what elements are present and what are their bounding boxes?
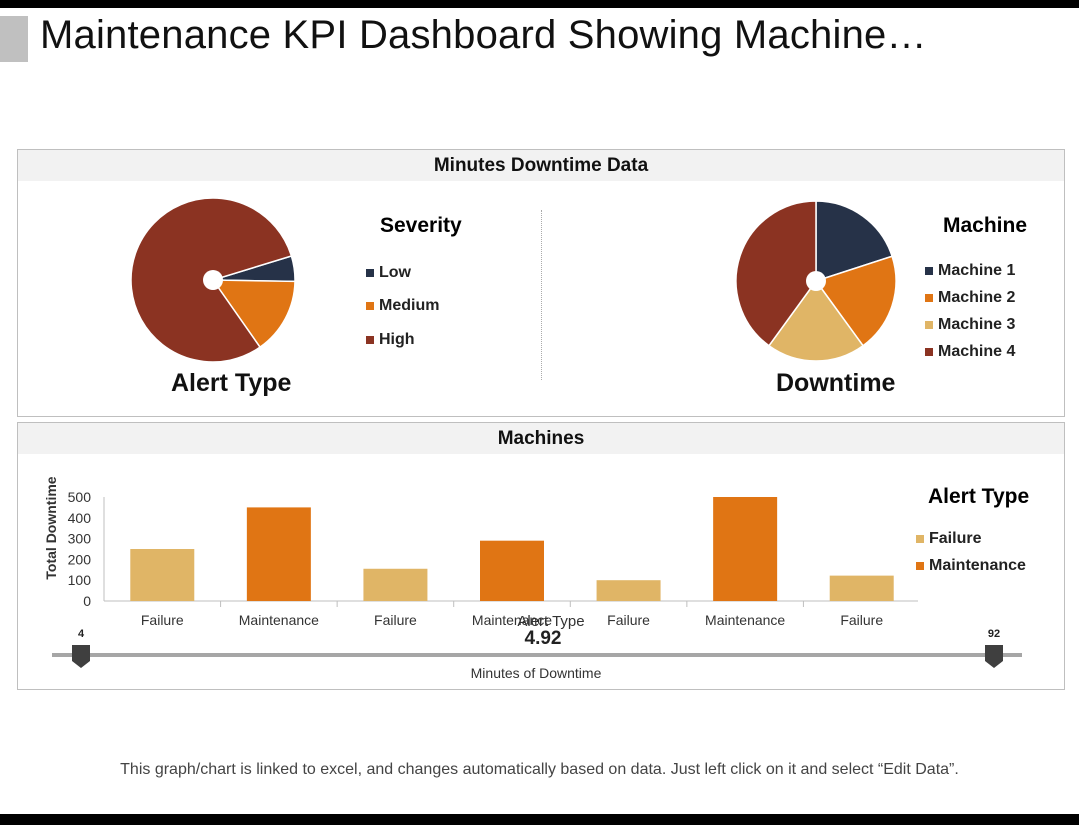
y-tick-label: 300 xyxy=(68,531,92,547)
panel-divider xyxy=(541,210,542,380)
y-tick-label: 400 xyxy=(68,510,92,526)
legend-label: High xyxy=(379,331,415,348)
downtime-pie-chart[interactable] xyxy=(727,192,905,370)
legend-item-machine-1: Machine 1 xyxy=(925,262,1015,280)
x-tick-label: Maintenance xyxy=(472,612,552,628)
y-axis-label: Total Downtime xyxy=(43,476,59,579)
pie-slice-machine-1[interactable] xyxy=(815,200,894,283)
legend-item-maintenance: Maintenance xyxy=(916,557,1026,575)
alert-type-legend-title: Alert Type xyxy=(928,485,1030,508)
pie-center-hole xyxy=(203,270,223,290)
pie-slice-machine-3[interactable] xyxy=(767,279,865,362)
x-tick-label: Failure xyxy=(840,612,883,628)
slider-min-handle[interactable] xyxy=(72,645,90,668)
legend-item-machine-3: Machine 3 xyxy=(925,316,1015,334)
machines-panel: Machines Total Downtime Alert Type 0 100 2… xyxy=(17,422,1065,690)
slider-caption: Minutes of Downtime xyxy=(471,665,602,681)
legend-swatch xyxy=(925,267,933,275)
severity-legend-title: Severity xyxy=(380,214,462,237)
slider-max-label: 92 xyxy=(988,628,1000,640)
downtime-caption: Downtime xyxy=(776,369,896,397)
legend-swatch xyxy=(366,302,374,310)
legend-item-medium: Medium xyxy=(366,297,439,315)
legend-label: Machine 4 xyxy=(938,343,1016,360)
legend-swatch xyxy=(925,348,933,356)
x-tick-label: Failure xyxy=(607,612,650,628)
x-tick-label: Maintenance xyxy=(239,612,319,628)
legend-label: Maintenance xyxy=(929,557,1026,574)
y-tick-label: 500 xyxy=(68,489,92,505)
alert-type-caption: Alert Type xyxy=(171,369,292,397)
bar-maintenance-4[interactable] xyxy=(480,540,544,601)
x-axis-label: Alert Type xyxy=(517,613,584,630)
pie-center-hole xyxy=(806,271,826,291)
machines-bar-chart[interactable]: Total Downtime Alert Type 0 100 200 300 400 5… xyxy=(18,458,918,643)
bar-failure-3[interactable] xyxy=(363,568,428,601)
machine-legend-title: Machine xyxy=(943,214,1028,237)
x-tick-label: Failure xyxy=(141,612,184,628)
legend-swatch xyxy=(916,535,924,543)
y-tick-label: 200 xyxy=(68,551,92,567)
footnote: This graph/chart is linked to excel, and… xyxy=(120,761,959,778)
legend-swatch xyxy=(916,562,924,570)
title-accent-bar xyxy=(0,16,28,62)
top-border xyxy=(0,0,1079,8)
legend-swatch xyxy=(366,269,374,277)
bar-failure-1[interactable] xyxy=(130,549,195,601)
downtime-data-panel: Minutes Downtime Data Severity Low Mediu… xyxy=(17,149,1065,417)
panel-header: Machines xyxy=(18,423,1064,454)
legend-item-failure: Failure xyxy=(916,530,981,548)
legend-label: Medium xyxy=(379,297,440,314)
bar-failure-5[interactable] xyxy=(596,580,661,601)
panel-header: Minutes Downtime Data xyxy=(18,150,1064,181)
legend-item-machine-2: Machine 2 xyxy=(925,289,1015,307)
legend-item-low: Low xyxy=(366,264,411,282)
legend-label: Low xyxy=(379,264,411,281)
slider-value-label: 4.92 xyxy=(525,628,562,649)
legend-label: Machine 2 xyxy=(938,289,1016,306)
pie-slice-medium[interactable] xyxy=(211,279,296,349)
page-title: Maintenance KPI Dashboard Showing Machin… xyxy=(40,13,927,57)
x-tick-label: Failure xyxy=(374,612,417,628)
x-tick-label: Maintenance xyxy=(705,612,785,628)
bar-failure-7[interactable] xyxy=(829,575,894,601)
downtime-range-slider[interactable]: 4 92 4.92 Minutes of Downtime xyxy=(18,623,1064,687)
legend-item-machine-4: Machine 4 xyxy=(925,343,1015,361)
legend-swatch xyxy=(925,294,933,302)
pie-slice-machine-4[interactable] xyxy=(735,200,817,347)
slider-min-label: 4 xyxy=(78,628,85,640)
slider-track[interactable] xyxy=(52,653,1022,657)
legend-label: Failure xyxy=(929,530,982,547)
slider-max-handle[interactable] xyxy=(985,645,1003,668)
bottom-border xyxy=(0,814,1079,825)
y-tick-label: 100 xyxy=(68,572,92,588)
legend-swatch xyxy=(366,336,374,344)
legend-item-high: High xyxy=(366,331,415,349)
bar-maintenance-2[interactable] xyxy=(246,507,311,601)
pie-slice-machine-2[interactable] xyxy=(814,255,897,347)
legend-label: Machine 1 xyxy=(938,262,1016,279)
y-tick-label: 0 xyxy=(83,593,91,609)
legend-swatch xyxy=(925,321,933,329)
bar-maintenance-6[interactable] xyxy=(713,497,778,601)
alert-type-pie-chart[interactable] xyxy=(128,195,298,365)
legend-label: Machine 3 xyxy=(938,316,1016,333)
